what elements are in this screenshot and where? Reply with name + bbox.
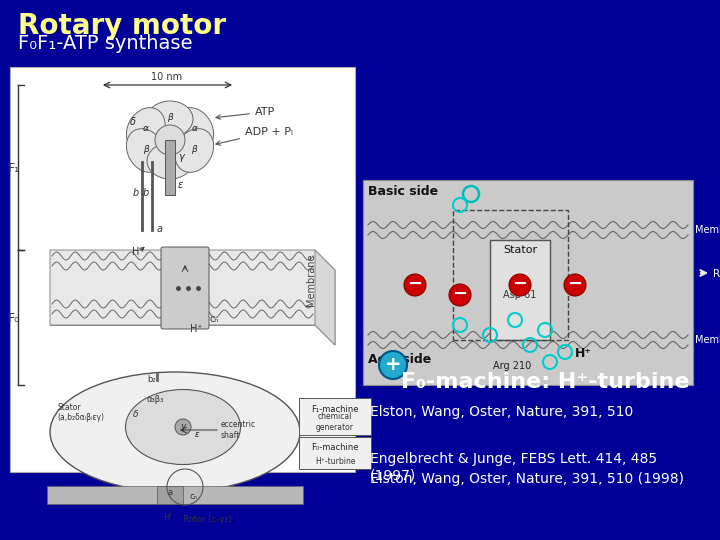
Text: δ: δ <box>133 410 138 419</box>
Text: b₂: b₂ <box>147 375 156 384</box>
Text: Membrane: Membrane <box>695 335 720 345</box>
Ellipse shape <box>175 107 214 151</box>
Polygon shape <box>315 250 335 345</box>
Text: cₙ: cₙ <box>189 492 197 501</box>
Text: F₀-machine: H⁺-turbine: F₀-machine: H⁺-turbine <box>401 372 689 392</box>
Ellipse shape <box>50 372 300 492</box>
Text: Elston, Wang, Oster, Nature, 391, 510: Elston, Wang, Oster, Nature, 391, 510 <box>370 405 634 419</box>
Text: Basic side: Basic side <box>368 185 438 198</box>
FancyBboxPatch shape <box>490 240 550 340</box>
Text: a: a <box>157 224 163 234</box>
Text: Stator
(a,b₂δαᵢβᵢεγ): Stator (a,b₂δαᵢβᵢεγ) <box>57 403 104 422</box>
Circle shape <box>404 274 426 296</box>
Text: α: α <box>143 124 149 133</box>
Ellipse shape <box>155 125 185 155</box>
Text: +: + <box>384 355 401 375</box>
Text: eccentric
shaft: eccentric shaft <box>221 420 256 440</box>
Ellipse shape <box>125 389 240 464</box>
Text: Membrane: Membrane <box>306 254 316 306</box>
Ellipse shape <box>147 101 193 137</box>
FancyBboxPatch shape <box>157 486 183 504</box>
Circle shape <box>175 419 191 435</box>
Text: γ: γ <box>178 152 184 162</box>
Text: β: β <box>143 145 148 154</box>
Bar <box>50 250 315 325</box>
Text: 10 nm: 10 nm <box>151 72 183 82</box>
Text: F₀: F₀ <box>8 312 20 325</box>
Text: H⁺: H⁺ <box>190 324 202 334</box>
FancyBboxPatch shape <box>10 67 355 472</box>
Circle shape <box>564 274 586 296</box>
Text: b: b <box>133 188 139 198</box>
Text: ε: ε <box>195 430 199 439</box>
Circle shape <box>379 351 407 379</box>
Text: α₃β₃: α₃β₃ <box>146 395 163 404</box>
Text: Rotary motor: Rotary motor <box>18 12 226 40</box>
Ellipse shape <box>147 143 193 179</box>
Text: Asp 61: Asp 61 <box>503 290 536 300</box>
Text: −: − <box>408 275 423 293</box>
FancyBboxPatch shape <box>363 180 693 385</box>
Text: α: α <box>192 124 197 133</box>
Text: α: α <box>167 156 173 165</box>
Ellipse shape <box>175 129 214 172</box>
Text: δ: δ <box>130 117 136 127</box>
Text: b: b <box>143 188 149 198</box>
Text: ADP + Pᵢ: ADP + Pᵢ <box>216 127 293 145</box>
Text: cₙ: cₙ <box>210 314 220 324</box>
Text: Rotor (cₙγε): Rotor (cₙγε) <box>183 515 232 524</box>
Circle shape <box>449 284 471 306</box>
Text: F₁: F₁ <box>8 161 20 174</box>
Text: β: β <box>192 145 197 154</box>
Text: F₀F₁-ATP synthase: F₀F₁-ATP synthase <box>18 34 192 53</box>
Text: F₁-machine: F₁-machine <box>311 405 359 414</box>
Text: Rotor (cₙ): Rotor (cₙ) <box>713 268 720 278</box>
FancyBboxPatch shape <box>161 247 209 329</box>
Text: −: − <box>567 275 582 293</box>
Text: γ: γ <box>181 422 186 431</box>
Text: H': H' <box>163 513 171 522</box>
Text: H⁺: H⁺ <box>575 347 592 360</box>
FancyBboxPatch shape <box>47 486 303 504</box>
Ellipse shape <box>127 129 165 172</box>
FancyBboxPatch shape <box>299 398 371 435</box>
Text: ε: ε <box>178 180 184 190</box>
Text: β: β <box>167 113 173 123</box>
Text: a: a <box>168 488 173 497</box>
Text: Arg 210: Arg 210 <box>493 361 531 371</box>
Text: chemical
generator: chemical generator <box>316 413 354 431</box>
Text: −: − <box>452 285 467 303</box>
Text: ATP: ATP <box>216 107 275 119</box>
Text: H⁺-turbine: H⁺-turbine <box>315 456 355 465</box>
FancyBboxPatch shape <box>299 437 371 469</box>
Text: Acid side: Acid side <box>368 353 431 366</box>
Text: Stator: Stator <box>503 245 537 255</box>
Text: Membrane: Membrane <box>695 225 720 235</box>
Circle shape <box>509 274 531 296</box>
Text: H⁺: H⁺ <box>132 247 145 257</box>
FancyBboxPatch shape <box>165 140 175 195</box>
Text: F₀-machine: F₀-machine <box>311 443 359 452</box>
Text: Elston, Wang, Oster, Nature, 391, 510 (1998): Elston, Wang, Oster, Nature, 391, 510 (1… <box>370 472 684 486</box>
Polygon shape <box>50 250 335 345</box>
Text: −: − <box>513 275 528 293</box>
Text: Engelbrecht & Junge, FEBS Lett. 414, 485
(1997): Engelbrecht & Junge, FEBS Lett. 414, 485… <box>370 452 657 482</box>
Ellipse shape <box>127 107 165 151</box>
